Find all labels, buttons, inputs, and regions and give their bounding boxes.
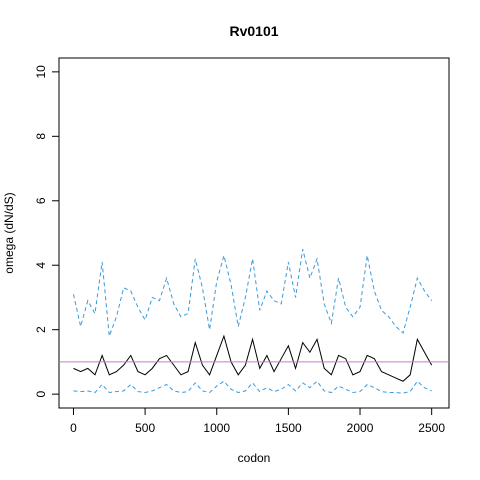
x-tick-label: 2000 bbox=[347, 421, 374, 435]
series-line bbox=[73, 380, 432, 394]
x-tick-label: 2500 bbox=[418, 421, 445, 435]
y-tick-label: 0 bbox=[34, 390, 48, 397]
x-tick-label: 500 bbox=[135, 421, 155, 435]
chart-title: Rv0101 bbox=[229, 23, 278, 39]
y-axis-label: omega (dN/dS) bbox=[2, 192, 16, 273]
x-axis-label: codon bbox=[238, 451, 271, 465]
x-tick-label: 0 bbox=[70, 421, 77, 435]
y-tick-label: 2 bbox=[34, 326, 48, 333]
series-line bbox=[73, 334, 433, 382]
y-tick-label: 4 bbox=[34, 262, 48, 269]
plot-box bbox=[58, 57, 450, 409]
y-tick-label: 10 bbox=[34, 65, 48, 79]
y-tick-label: 6 bbox=[34, 197, 48, 204]
y-tick-label: 8 bbox=[34, 133, 48, 140]
series-line bbox=[72, 248, 433, 337]
x-tick-label: 1000 bbox=[203, 421, 230, 435]
x-tick-label: 1500 bbox=[275, 421, 302, 435]
